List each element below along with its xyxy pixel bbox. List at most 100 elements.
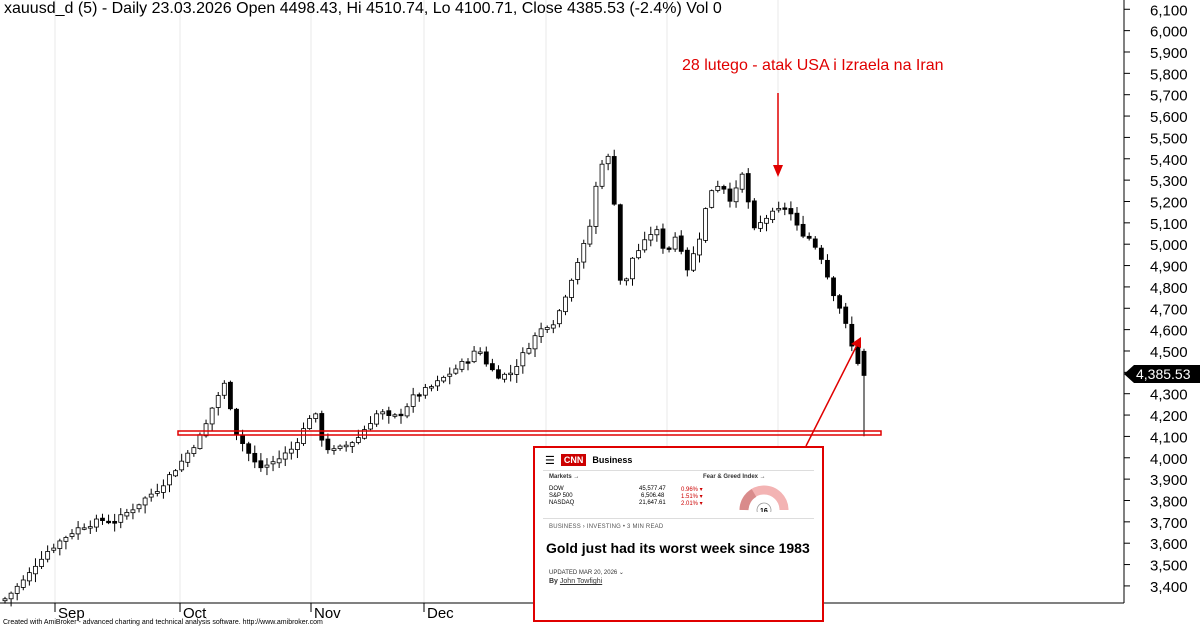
candle-body bbox=[343, 444, 349, 448]
price-tag-label: 4,385.53 bbox=[1136, 366, 1191, 382]
candle-body bbox=[416, 394, 422, 397]
article-breadcrumb: BUSINESS › INVESTING • 3 MIN READ bbox=[549, 524, 664, 530]
candle-body bbox=[14, 585, 20, 594]
candle-body bbox=[502, 373, 507, 380]
candle bbox=[672, 232, 678, 252]
candle-body bbox=[806, 235, 812, 239]
candle-body bbox=[569, 279, 574, 298]
candle-body bbox=[331, 448, 337, 451]
candle-body bbox=[45, 551, 51, 560]
cnn-pointer-arrow bbox=[805, 342, 859, 447]
candle bbox=[362, 425, 367, 440]
candle-body bbox=[252, 452, 258, 463]
candle bbox=[160, 479, 166, 499]
y-tick-label: 6,000 bbox=[1150, 24, 1188, 41]
candle bbox=[246, 441, 252, 462]
candle-body bbox=[63, 537, 69, 542]
candle-body bbox=[733, 187, 739, 203]
candle-body bbox=[26, 572, 32, 582]
y-tick-label: 4,700 bbox=[1150, 301, 1188, 318]
candle-body bbox=[636, 250, 641, 259]
candle-body bbox=[130, 509, 136, 514]
candle bbox=[703, 207, 709, 243]
candle-body bbox=[611, 156, 617, 205]
candle-body bbox=[447, 373, 453, 377]
candle bbox=[130, 503, 136, 520]
candle-body bbox=[179, 460, 185, 471]
candle-body bbox=[508, 372, 514, 376]
candle bbox=[483, 346, 489, 367]
candle bbox=[264, 458, 270, 476]
candle-body bbox=[87, 526, 93, 529]
candle bbox=[374, 410, 380, 427]
y-tick-label: 5,900 bbox=[1150, 45, 1188, 62]
candle-body bbox=[697, 238, 702, 256]
candle-body bbox=[703, 208, 709, 241]
y-tick-label: 3,900 bbox=[1150, 472, 1188, 489]
candle bbox=[93, 514, 99, 532]
candle bbox=[861, 348, 867, 437]
candle bbox=[593, 181, 599, 234]
candle bbox=[776, 201, 782, 213]
y-tick-label: 5,600 bbox=[1150, 109, 1188, 126]
candle bbox=[228, 380, 233, 411]
candle bbox=[831, 276, 836, 302]
candle bbox=[81, 523, 87, 531]
candle-body bbox=[221, 382, 227, 396]
candle-body bbox=[270, 461, 276, 465]
candle-body bbox=[825, 259, 830, 278]
candle bbox=[563, 294, 568, 316]
y-tick-label: 5,200 bbox=[1150, 194, 1188, 211]
candle bbox=[611, 149, 617, 206]
candle-body bbox=[776, 208, 782, 211]
candle bbox=[794, 207, 800, 231]
candle bbox=[112, 513, 118, 532]
candle-body bbox=[465, 361, 471, 364]
candle-body bbox=[770, 210, 776, 221]
candle bbox=[331, 445, 337, 455]
candle bbox=[642, 231, 648, 253]
candle-body bbox=[20, 579, 26, 588]
article-byline: By John Towfighi bbox=[549, 578, 603, 585]
candle bbox=[270, 455, 276, 472]
candle-body bbox=[124, 512, 130, 517]
candle bbox=[276, 450, 282, 469]
candle-body bbox=[496, 369, 501, 379]
candle bbox=[459, 358, 465, 373]
candle-body bbox=[313, 413, 319, 419]
candle-body bbox=[630, 257, 635, 280]
candle-body bbox=[288, 448, 294, 454]
candle bbox=[118, 508, 124, 529]
candle-body bbox=[556, 310, 562, 325]
candle-body bbox=[282, 452, 288, 460]
candle bbox=[404, 403, 410, 419]
candle bbox=[69, 529, 75, 540]
candle-body bbox=[745, 173, 751, 203]
candle-body bbox=[642, 239, 648, 251]
cnn-section: Business bbox=[592, 455, 633, 465]
candle-body bbox=[477, 351, 483, 354]
candle bbox=[697, 232, 702, 263]
candle bbox=[745, 168, 751, 209]
candle-body bbox=[837, 295, 843, 309]
candle-body bbox=[398, 413, 404, 417]
candle-body bbox=[489, 363, 495, 371]
candle-body bbox=[319, 413, 325, 441]
candle-body bbox=[81, 527, 87, 530]
y-tick-label: 4,200 bbox=[1150, 408, 1188, 425]
candle bbox=[441, 375, 447, 384]
candle bbox=[526, 342, 532, 355]
y-tick-label: 4,000 bbox=[1150, 451, 1188, 468]
candle-body bbox=[453, 368, 459, 374]
candle bbox=[167, 471, 172, 493]
candle bbox=[453, 364, 459, 375]
candle-body bbox=[167, 474, 172, 486]
y-tick-label: 5,700 bbox=[1150, 88, 1188, 105]
candle bbox=[307, 415, 313, 430]
candles bbox=[2, 149, 867, 607]
candle-body bbox=[532, 335, 538, 350]
article-updated: UPDATED MAR 20, 2026 ⌄ bbox=[549, 570, 624, 576]
candle bbox=[14, 583, 20, 601]
candle bbox=[849, 316, 855, 352]
